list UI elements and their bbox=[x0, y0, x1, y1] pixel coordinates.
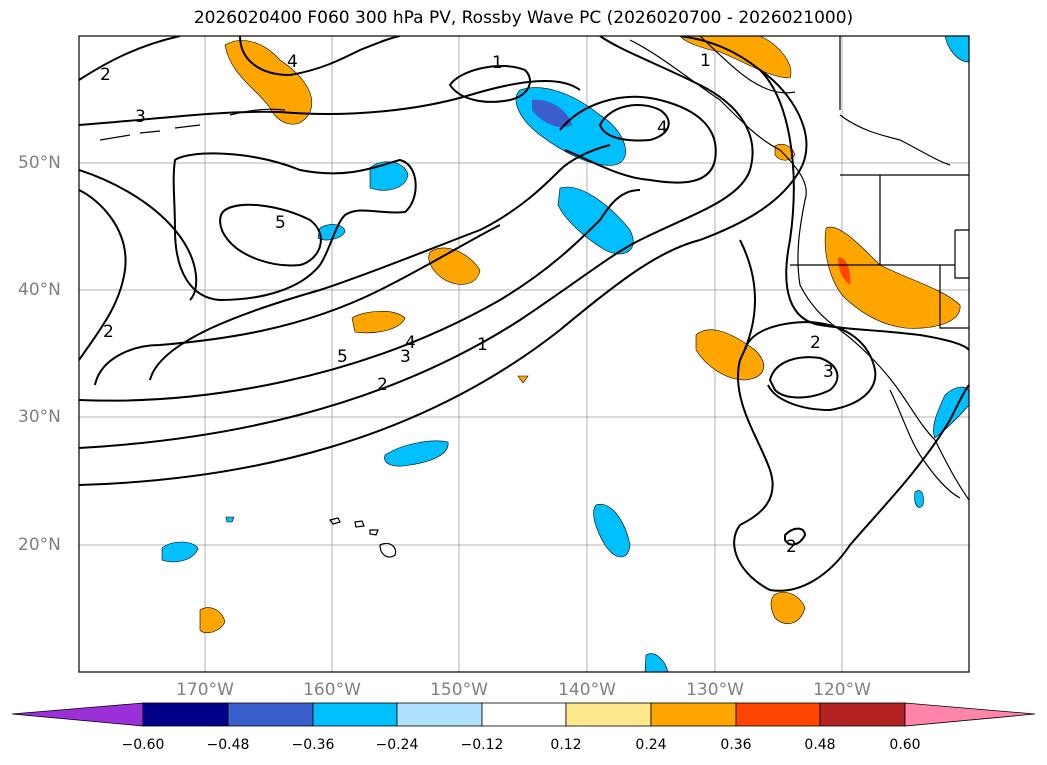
lat-label: 50°N bbox=[18, 153, 61, 173]
contour-label: 4 bbox=[657, 118, 668, 138]
contour-label: 3 bbox=[400, 347, 411, 367]
colorbar-extend-high bbox=[904, 702, 1036, 727]
contour-label: 2 bbox=[103, 322, 114, 342]
contour-label: 1 bbox=[700, 51, 711, 71]
colorbar-segment bbox=[312, 702, 398, 727]
contour-label: 2 bbox=[100, 65, 111, 85]
colorbar-segment bbox=[227, 702, 314, 727]
contour-label: 2 bbox=[377, 375, 388, 395]
contour-label: 2 bbox=[810, 333, 821, 353]
contour-label: 3 bbox=[135, 107, 146, 127]
lat-label: 40°N bbox=[18, 280, 61, 300]
coastlines bbox=[99, 36, 969, 501]
contour-label: 4 bbox=[405, 333, 416, 353]
contour-label: 1 bbox=[477, 335, 488, 355]
pv-contours bbox=[79, 36, 969, 592]
colorbar-tick: −0.24 bbox=[375, 737, 419, 753]
contour-label: 5 bbox=[337, 347, 348, 367]
map-frame bbox=[78, 35, 970, 673]
lon-label: 170°W bbox=[176, 680, 234, 700]
colorbar-segment bbox=[735, 702, 821, 727]
colorbar-tick: −0.36 bbox=[291, 737, 335, 753]
contour-label: 4 bbox=[287, 52, 298, 72]
colorbar-segment bbox=[142, 702, 229, 727]
contour-label: 2 bbox=[786, 537, 797, 557]
contour-label: 5 bbox=[275, 213, 286, 233]
lon-label: 130°W bbox=[686, 680, 744, 700]
negative-anomaly-shading bbox=[161, 36, 969, 672]
contour-label: 3 bbox=[823, 362, 834, 382]
colorbar-tick: 0.12 bbox=[550, 737, 582, 753]
lon-label: 120°W bbox=[813, 680, 871, 700]
colorbar-tick: −0.48 bbox=[206, 737, 250, 753]
colorbar-tick: 0.60 bbox=[889, 737, 921, 753]
colorbar-segment bbox=[481, 702, 567, 727]
hawaii-islands bbox=[328, 517, 397, 558]
lon-label: 140°W bbox=[558, 680, 616, 700]
contour-labels: 1 1 1 2 2 2 2 2 3 3 3 4 4 4 5 5 bbox=[100, 51, 834, 557]
colorbar-extend-low bbox=[11, 702, 144, 727]
contour-label: 1 bbox=[492, 53, 503, 73]
lat-label: 30°N bbox=[18, 407, 61, 427]
lon-label: 160°W bbox=[303, 680, 361, 700]
colorbar-tick: −0.12 bbox=[460, 737, 504, 753]
colorbar-tick: −0.60 bbox=[121, 737, 165, 753]
colorbar-tick: 0.48 bbox=[804, 737, 836, 753]
colorbar-tick: 0.24 bbox=[635, 737, 667, 753]
map-area: 1 1 1 2 2 2 2 2 3 3 3 4 4 4 5 5 bbox=[79, 36, 969, 672]
colorbar-segment bbox=[565, 702, 652, 727]
colorbar bbox=[11, 702, 1036, 727]
colorbar-tick: 0.36 bbox=[720, 737, 752, 753]
lat-label: 20°N bbox=[18, 535, 61, 555]
colorbar-segment bbox=[396, 702, 483, 727]
colorbar-segment bbox=[650, 702, 737, 727]
colorbar-segment bbox=[819, 702, 906, 727]
lon-label: 150°W bbox=[430, 680, 488, 700]
map-title: 2026020400 F060 300 hPa PV, Rossby Wave … bbox=[193, 8, 854, 28]
